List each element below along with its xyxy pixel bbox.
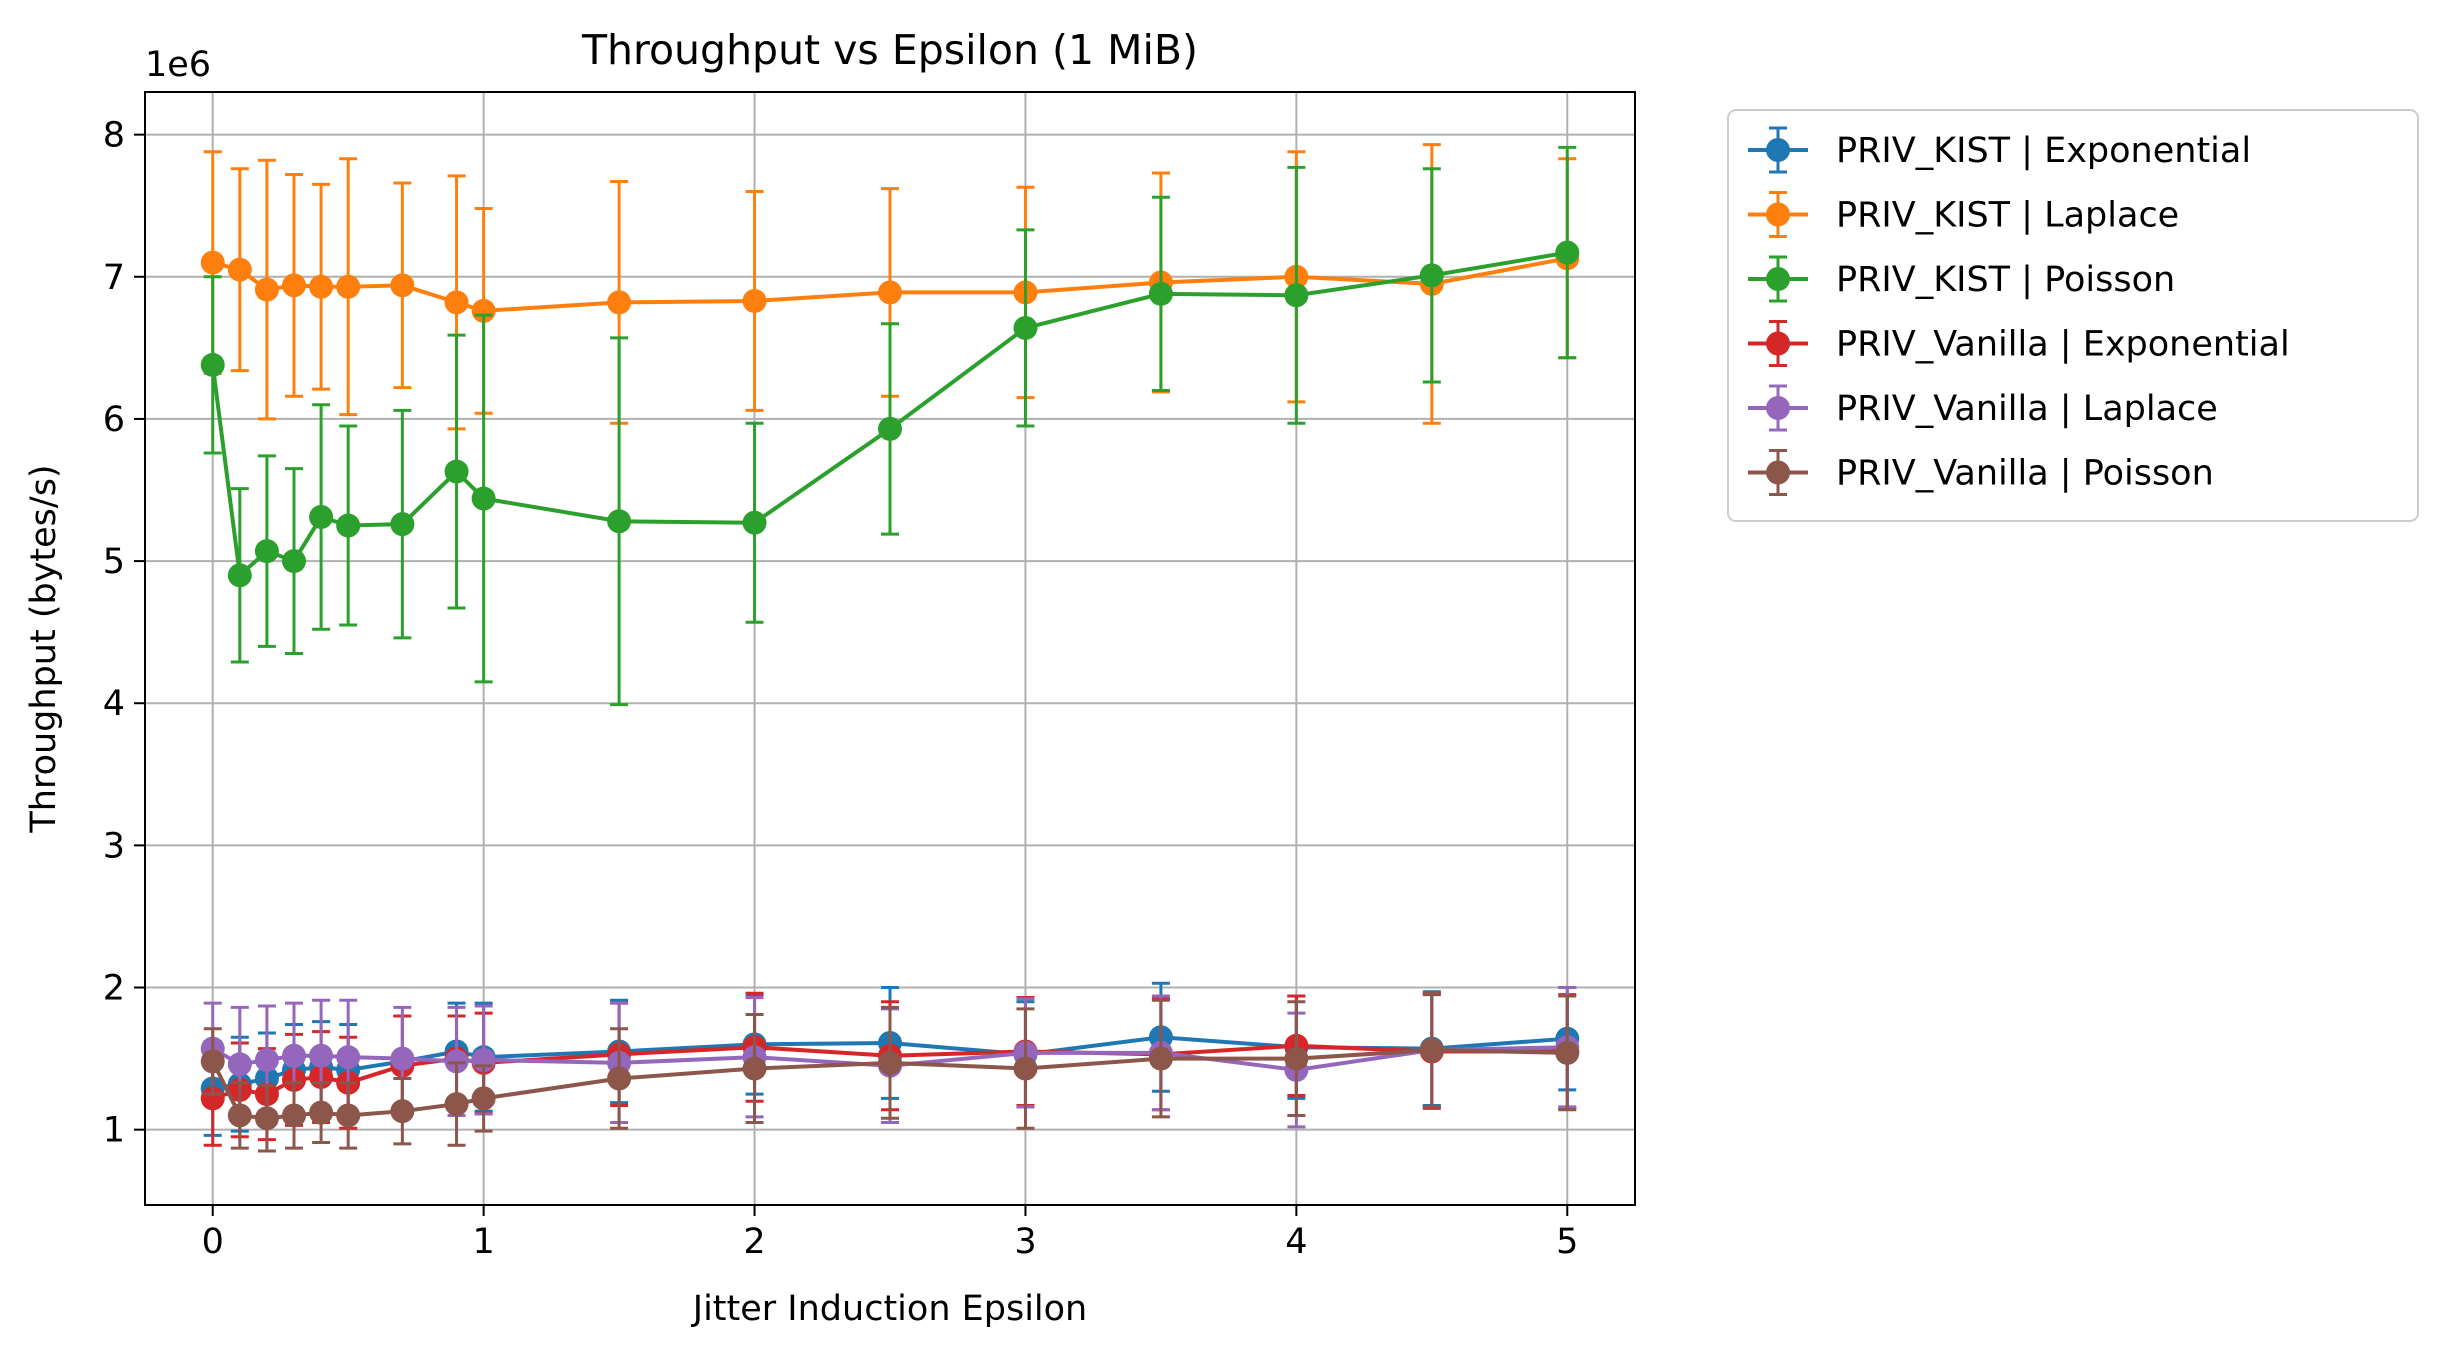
data-point — [336, 513, 361, 538]
data-point — [309, 274, 334, 299]
y-offset-label: 1e6 — [145, 45, 211, 85]
data-point — [200, 250, 225, 275]
data-point — [1555, 240, 1580, 265]
legend-box — [1727, 109, 2419, 522]
data-point — [390, 273, 415, 298]
legend-label: PRIV_Vanilla | Exponential — [1836, 325, 2290, 365]
data-point — [471, 486, 496, 511]
data-point — [254, 277, 279, 302]
data-point — [336, 1045, 361, 1070]
data-point — [309, 1100, 334, 1125]
data-point — [1148, 281, 1173, 306]
series-group — [200, 145, 1580, 707]
data-point — [282, 273, 306, 298]
data-point — [1419, 1038, 1444, 1063]
data-point — [200, 1086, 225, 1111]
data-point — [1419, 263, 1444, 288]
data-point — [878, 1050, 902, 1075]
data-point — [200, 352, 225, 377]
data-point — [390, 512, 415, 537]
data-point — [471, 298, 496, 323]
y-tick-label: 1 — [103, 1111, 125, 1151]
data-point — [1284, 1046, 1309, 1071]
data-point — [742, 288, 767, 313]
data-point — [1013, 315, 1038, 340]
data-point — [390, 1046, 415, 1071]
y-tick-label: 7 — [103, 258, 125, 298]
data-point — [878, 416, 902, 441]
data-point — [742, 1056, 767, 1081]
y-tick-label: 8 — [103, 116, 125, 156]
x-tick-label: 0 — [202, 1222, 224, 1262]
legend-marker — [1766, 460, 1790, 485]
data-point — [309, 505, 334, 530]
legend-label: PRIV_Vanilla | Poisson — [1836, 454, 2214, 494]
legend-label: PRIV_Vanilla | Laplace — [1836, 389, 2218, 429]
y-tick-label: 3 — [103, 826, 125, 866]
data-point — [336, 1103, 361, 1128]
chart-title: Throughput vs Epsilon (1 MiB) — [581, 26, 1198, 74]
data-point — [1555, 1040, 1580, 1065]
data-point — [227, 1103, 252, 1128]
data-point — [200, 1049, 225, 1074]
x-tick-label: 5 — [1556, 1222, 1578, 1262]
data-point — [878, 280, 902, 305]
data-point — [282, 549, 306, 574]
data-point — [444, 290, 469, 315]
legend-marker — [1766, 331, 1790, 356]
legend-label: PRIV_KIST | Poisson — [1836, 260, 2175, 300]
data-point — [607, 290, 632, 315]
data-point — [471, 1086, 496, 1111]
data-point — [254, 1048, 279, 1073]
legend-label: PRIV_KIST | Exponential — [1836, 131, 2251, 171]
x-tick-label: 1 — [472, 1222, 494, 1262]
data-point — [444, 459, 469, 484]
y-tick-label: 2 — [103, 969, 125, 1009]
data-point — [282, 1103, 306, 1128]
data-point — [227, 257, 252, 282]
data-point — [742, 510, 767, 535]
data-point — [1148, 1046, 1173, 1071]
data-point — [607, 1066, 632, 1091]
data-point — [390, 1099, 415, 1124]
y-axis-label: Throughput (bytes/s) — [24, 464, 64, 833]
plot-frame — [144, 91, 1636, 1206]
data-point — [336, 274, 361, 299]
y-tick-label: 4 — [103, 684, 125, 724]
tick-layer: 0 1 2 3 4 5 1 2 3 4 5 6 7 8 — [103, 116, 1579, 1262]
data-point — [1013, 1056, 1038, 1081]
data-point — [254, 1106, 279, 1131]
x-axis-label: Jitter Induction Epsilon — [691, 1289, 1087, 1329]
data-point — [1284, 283, 1309, 308]
series-group — [200, 991, 1580, 1153]
legend-marker — [1766, 267, 1790, 291]
series-layer — [200, 143, 1580, 1153]
legend: PRIV_KIST | Exponential PRIV_KIST | Lapla… — [1727, 109, 2419, 522]
y-tick-label: 5 — [103, 542, 125, 582]
data-point — [282, 1043, 306, 1068]
y-tick-label: 6 — [103, 400, 125, 440]
legend-marker — [1766, 396, 1790, 420]
x-tick-label: 2 — [743, 1222, 765, 1262]
data-point — [227, 563, 252, 588]
x-tick-label: 3 — [1014, 1222, 1036, 1262]
data-point — [444, 1092, 469, 1117]
legend-marker — [1766, 138, 1790, 162]
data-point — [607, 509, 632, 534]
data-point — [227, 1052, 252, 1077]
legend-label: PRIV_KIST | Laplace — [1836, 196, 2179, 236]
x-tick-label: 4 — [1285, 1222, 1307, 1262]
data-point — [254, 539, 279, 564]
data-point — [309, 1043, 334, 1068]
legend-marker — [1766, 202, 1790, 227]
